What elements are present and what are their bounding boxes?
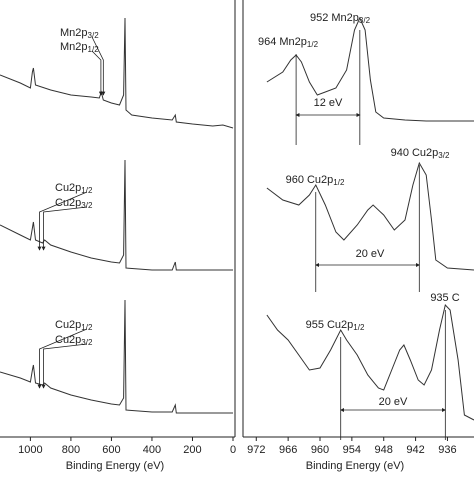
spectrum-line <box>0 17 234 129</box>
label-sub: 1/2 <box>81 323 93 332</box>
spectrum-line <box>0 299 233 414</box>
label-main: 952 Mn2p <box>310 12 359 24</box>
spectrum-line <box>0 159 233 271</box>
x-axis-label: Binding Energy (eV) <box>66 460 164 472</box>
label-main: 20 eV <box>356 248 385 260</box>
label-sub: 3/2 <box>81 201 93 210</box>
label-sub: 1/2 <box>353 323 365 332</box>
annotation-label: 960 Cu2p1/2 <box>286 174 345 187</box>
x-tick-label: 0 <box>230 444 236 456</box>
x-tick-label: 800 <box>62 444 80 456</box>
annotation-label: Mn2p3/2 <box>60 27 99 40</box>
label-main: 12 eV <box>314 97 343 109</box>
x-tick-label: 954 <box>343 444 361 456</box>
label-sub: 3/2 <box>438 151 450 160</box>
x-axis-label: Binding Energy (eV) <box>306 460 404 472</box>
annotation-label: 955 Cu2p1/2 <box>306 319 365 332</box>
annotation-label: 20 eV <box>356 248 385 260</box>
label-main: Cu2p <box>55 334 81 346</box>
label-sub: 3/2 <box>81 338 93 347</box>
label-main: Mn2p <box>60 41 88 53</box>
x-tick-label: 966 <box>279 444 297 456</box>
x-tick-label: 936 <box>438 444 456 456</box>
label-main: 955 Cu2p <box>306 319 354 331</box>
label-sub: 1/2 <box>88 45 100 54</box>
label-sub: 1/2 <box>307 40 319 49</box>
annotation-arrow <box>91 50 103 96</box>
survey-panel <box>0 17 234 414</box>
annotation-label: Cu2p3/2 <box>55 334 93 347</box>
label-main: 20 eV <box>379 396 408 408</box>
label-main: Cu2p <box>55 319 81 331</box>
x-tick-label: 942 <box>406 444 424 456</box>
x-tick-label: 948 <box>375 444 393 456</box>
label-sub: 1/2 <box>81 186 93 195</box>
annotation-label: 935 C <box>430 292 459 304</box>
annotation-arrow <box>41 206 88 251</box>
label-main: 960 Cu2p <box>286 174 334 186</box>
label-main: Cu2p <box>55 197 81 209</box>
x-tick-label: 972 <box>247 444 265 456</box>
x-tick-label: 400 <box>143 444 161 456</box>
annotation-label: 952 Mn2p3/2 <box>310 12 371 25</box>
spectrum-line <box>266 303 474 421</box>
x-tick-label: 960 <box>311 444 329 456</box>
annotation-label: 940 Cu2p3/2 <box>391 147 450 160</box>
annotation-label: Cu2p1/2 <box>55 182 93 195</box>
label-sub: 3/2 <box>359 16 371 25</box>
annotation-label: 20 eV <box>379 396 408 408</box>
annotation-arrow <box>91 36 106 96</box>
label-sub: 1/2 <box>333 178 345 187</box>
annotation-label: Cu2p3/2 <box>55 197 93 210</box>
spectrum-line <box>266 16 474 122</box>
annotation-arrow <box>37 191 88 251</box>
label-main: Cu2p <box>55 182 81 194</box>
annotation-arrow <box>37 328 88 389</box>
label-main: 935 C <box>430 292 459 304</box>
x-tick-label: 200 <box>183 444 201 456</box>
annotation-label: Cu2p1/2 <box>55 319 93 332</box>
annotation-label: 12 eV <box>314 97 343 109</box>
x-tick-label: 600 <box>102 444 120 456</box>
annotation-label: Mn2p1/2 <box>60 41 99 54</box>
label-main: Mn2p <box>60 27 88 39</box>
label-main: 940 Cu2p <box>391 147 439 159</box>
annotation-arrow <box>41 343 88 389</box>
label-main: 964 Mn2p <box>258 36 307 48</box>
label-sub: 3/2 <box>88 31 100 40</box>
x-tick-label: 1000 <box>18 444 42 456</box>
spectrum-line <box>266 161 474 271</box>
annotation-label: 964 Mn2p1/2 <box>258 36 319 49</box>
